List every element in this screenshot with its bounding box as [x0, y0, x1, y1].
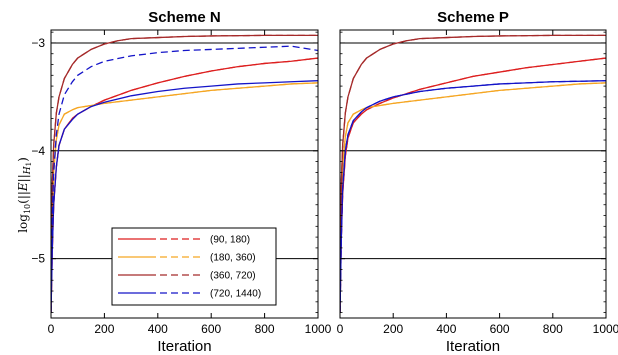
- scheme-p-series-3-dashed: [340, 82, 606, 313]
- ytick-label: −5: [31, 252, 45, 266]
- legend-box: [111, 227, 277, 306]
- y-axis-label-var: E: [16, 182, 30, 192]
- scheme-n-x-axis-label: Iteration: [157, 338, 211, 355]
- scheme-p-x-axis-label: Iteration: [446, 338, 500, 355]
- ytick-label: −4: [31, 144, 45, 158]
- scheme-n-xtick-label: 600: [201, 322, 221, 336]
- scheme-p-xtick-label: 800: [543, 322, 563, 336]
- scheme-n-xtick-label: 400: [148, 322, 168, 336]
- y-axis-label-func: log: [16, 214, 30, 233]
- y-axis-label-open: (||: [16, 191, 30, 204]
- legend-label: (720, 1440): [210, 289, 261, 300]
- scheme-p-xtick-label: 0: [337, 322, 344, 336]
- legend-label: (180, 360): [210, 253, 256, 264]
- y-axis-label-space-sub: 1: [25, 162, 33, 166]
- legend-label: (360, 720): [210, 271, 256, 282]
- scheme-n-xtick-label: 200: [94, 322, 114, 336]
- scheme-n-title: Scheme N: [148, 9, 221, 26]
- ytick-label: −3: [31, 36, 45, 50]
- y-axis-label-mid: ||: [16, 174, 30, 182]
- scheme-n-xtick-label: 0: [48, 322, 55, 336]
- scheme-p-series-6-solid: [340, 80, 606, 313]
- scheme-n-series-5-dashed: [51, 34, 318, 313]
- legend-label: (90, 180): [210, 235, 250, 246]
- y-axis-label-space: H: [23, 166, 33, 175]
- panel-scheme-n: 0 200 400 600 800 1000 −3 −4 −5 Scheme N Iteration…: [31, 9, 331, 355]
- panel-scheme-p: 0 200 400 600 800 1000 Scheme P Iteration: [337, 9, 618, 355]
- scheme-n-series-3-dashed: [51, 82, 318, 313]
- scheme-p-xtick-label: 1000: [593, 322, 618, 336]
- scheme-p-xtick-label: 200: [383, 322, 403, 336]
- scheme-n-series-7-dashed: [51, 45, 318, 313]
- scheme-p-series-7-dashed: [340, 80, 606, 313]
- scheme-n-plot-frame: [50, 29, 319, 319]
- scheme-p-series-0-solid: [340, 57, 606, 313]
- scheme-n-series-1-dashed: [51, 57, 318, 313]
- y-axis-label-sub: 10: [23, 204, 32, 214]
- scheme-p-series-2-solid: [340, 82, 606, 313]
- scheme-p-plot-frame: [339, 29, 607, 319]
- scheme-n-xtick-label: 1000: [305, 322, 332, 336]
- scheme-p-series-5-dashed: [340, 34, 606, 313]
- scheme-p-title: Scheme P: [437, 9, 509, 26]
- y-axis-label-close: ): [16, 157, 30, 162]
- scheme-p-series-1-dashed: [340, 57, 606, 313]
- scheme-p-xtick-label: 600: [490, 322, 510, 336]
- scheme-n-series-6-solid: [51, 80, 318, 313]
- scheme-n-xtick-label: 800: [255, 322, 275, 336]
- legend: (90, 180) (180, 360) (360, 720) (720, 1440): [111, 227, 277, 306]
- scheme-p-xtick-label: 400: [436, 322, 456, 336]
- y-axis-label: log10(||E||H1): [16, 157, 33, 233]
